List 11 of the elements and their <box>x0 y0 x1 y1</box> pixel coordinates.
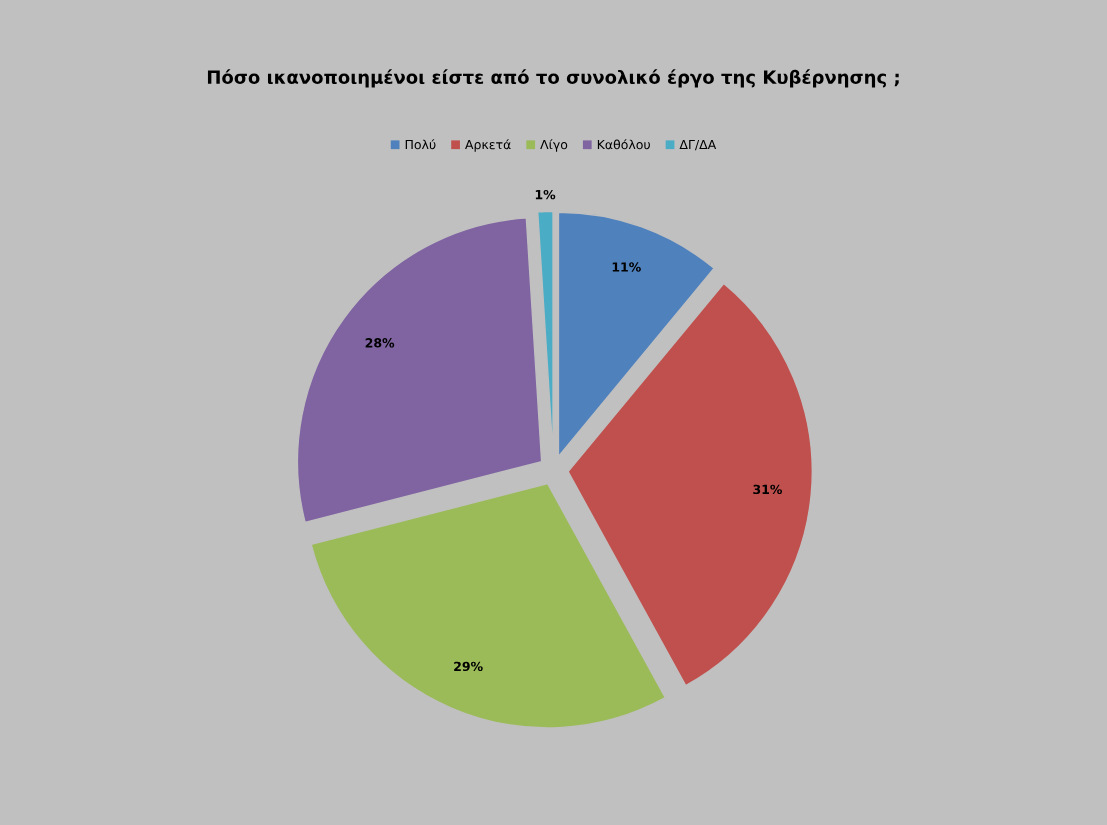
data-label: 28% <box>365 338 395 348</box>
legend-label: Πολύ <box>405 139 436 150</box>
legend-label: Αρκετά <box>465 139 511 152</box>
data-label: 29% <box>454 661 483 672</box>
chart-title: Πόσο ικανοποιημένοι είστε από το συνολικό έργο της Κυβέρνησης ; <box>207 69 899 88</box>
data-label: 31% <box>753 484 782 495</box>
legend-label: Καθόλου <box>597 139 650 150</box>
data-label: 1% <box>535 189 556 200</box>
data-label: 11% <box>612 262 641 272</box>
legend-label: ΔΓ/ΔΑ <box>679 140 717 151</box>
legend-label: Λίγο <box>540 139 568 152</box>
